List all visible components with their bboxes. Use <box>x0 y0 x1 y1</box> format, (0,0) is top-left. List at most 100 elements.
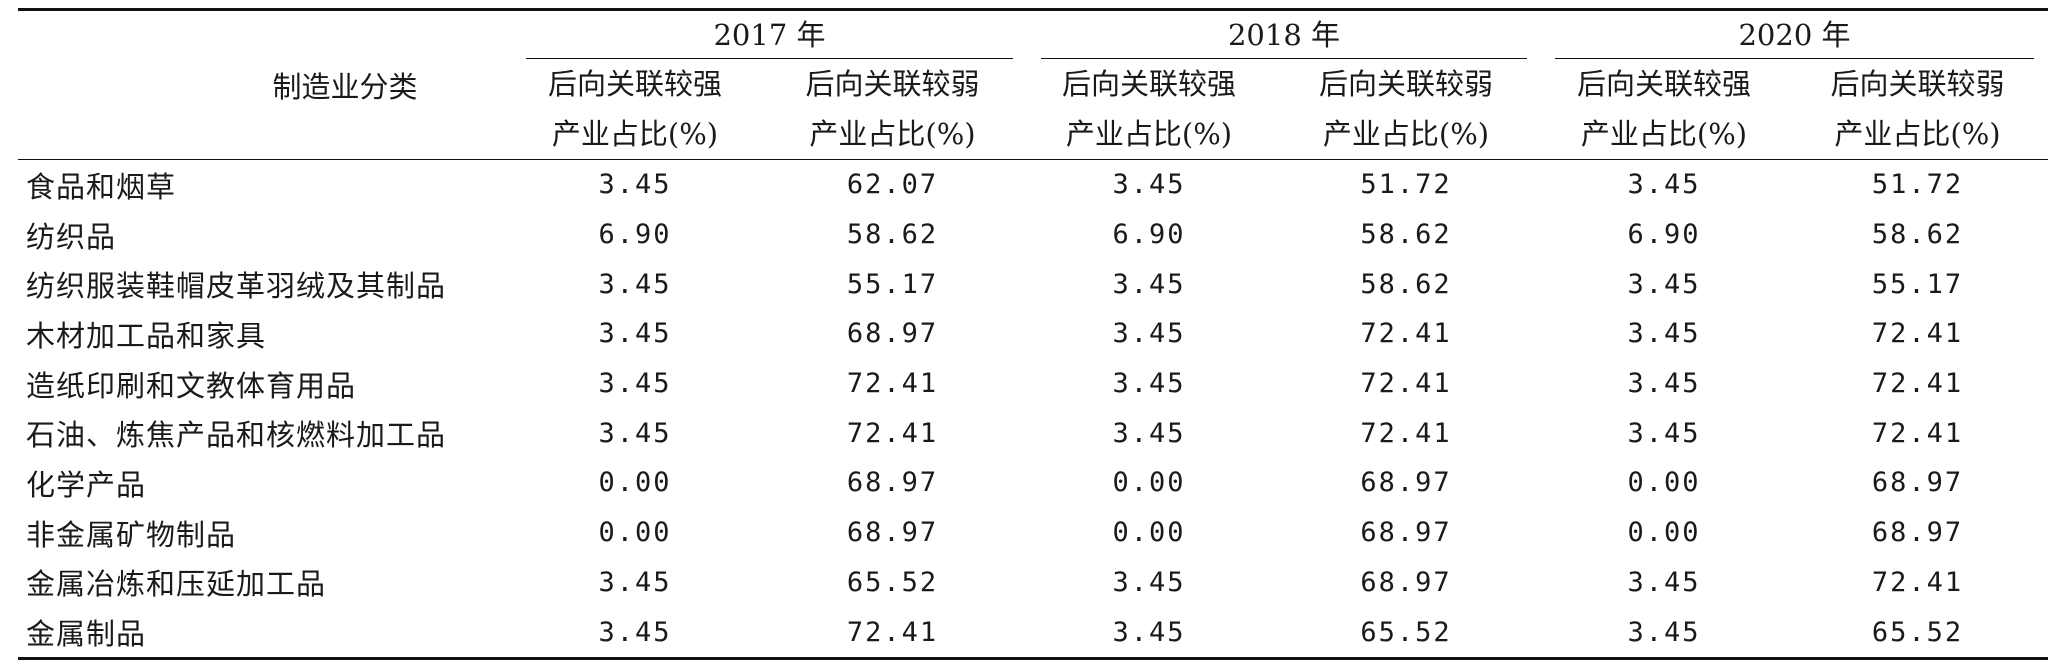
table-row: 非金属矿物制品 0.00 68.97 0.00 68.97 0.00 68.97 <box>18 508 2048 558</box>
value-cell: 0.00 <box>598 467 672 499</box>
value-cell: 3.45 <box>1112 268 1186 300</box>
value-cell: 6.90 <box>1112 219 1186 251</box>
value-cell: 3.45 <box>598 318 672 350</box>
value-cell: 3.45 <box>512 607 758 660</box>
value-cell: 0.00 <box>1627 467 1701 499</box>
value-cell: 72.41 <box>846 368 939 400</box>
value-cell: 3.45 <box>1112 368 1186 400</box>
value-cell: 72.41 <box>1360 318 1452 350</box>
value-cell: 6.90 <box>598 219 672 251</box>
sub-header-line1: 后向关联较弱 <box>805 67 980 101</box>
value-cell: 51.72 <box>1360 169 1452 201</box>
value-cell: 58.62 <box>1360 268 1452 300</box>
value-cell: 3.45 <box>1027 607 1271 660</box>
year-header-2017: 2017 年 <box>512 8 1027 59</box>
value-cell: 3.45 <box>1627 368 1701 400</box>
value-cell: 3.45 <box>598 268 672 300</box>
value-cell: 0.00 <box>1112 467 1186 499</box>
corner-header: 制造业分类 <box>18 8 512 160</box>
value-cell: 3.45 <box>1627 268 1701 300</box>
value-cell: 72.41 <box>758 607 1027 660</box>
value-cell: 72.41 <box>846 417 939 449</box>
value-cell: 68.97 <box>846 318 939 350</box>
value-cell: 3.45 <box>1112 566 1186 598</box>
sub-header-strong: 后向关联较强 产业占比(%) <box>1027 59 1271 160</box>
value-cell: 72.41 <box>1871 318 1964 350</box>
value-cell: 72.41 <box>1871 417 1964 449</box>
table-row: 化学产品 0.00 68.97 0.00 68.97 0.00 68.97 <box>18 458 2048 508</box>
sub-header-weak: 后向关联较弱 产业占比(%) <box>1271 59 1541 160</box>
value-cell: 0.00 <box>1112 517 1186 549</box>
year-label: 2018 年 <box>1041 12 1527 59</box>
value-cell: 3.45 <box>1112 318 1186 350</box>
value-cell: 72.41 <box>1871 566 1964 598</box>
table-row: 食品和烟草 3.45 62.07 3.45 51.72 3.45 51.72 <box>18 160 2048 210</box>
value-cell: 0.00 <box>598 517 672 549</box>
sub-header-line2: 产业占比(%) <box>1322 117 1490 151</box>
sub-header-line2: 产业占比(%) <box>1834 117 2001 151</box>
sub-header-row: 后向关联较强 产业占比(%) 后向关联较弱 产业占比(%) 后向关联较强 产业占比(%… <box>18 59 2048 160</box>
value-cell: 6.90 <box>1627 219 1701 251</box>
year-header-2020: 2020 年 <box>1541 8 2048 59</box>
value-cell: 68.97 <box>846 467 939 499</box>
sub-header-strong: 后向关联较强 产业占比(%) <box>1541 59 1787 160</box>
table-row: 纺织服装鞋帽皮革羽绒及其制品 3.45 55.17 3.45 58.62 3.45 55.1… <box>18 259 2048 309</box>
value-cell: 68.97 <box>1360 566 1452 598</box>
value-cell: 3.45 <box>1627 566 1701 598</box>
category-cell: 造纸印刷和文教体育用品 <box>26 368 357 403</box>
category-cell: 石油、炼焦产品和核燃料加工品 <box>26 418 447 453</box>
value-cell: 3.45 <box>1627 169 1701 201</box>
sub-header-line2: 产业占比(%) <box>1580 117 1748 151</box>
value-cell: 55.17 <box>1871 268 1964 300</box>
value-cell: 65.52 <box>1271 607 1541 660</box>
category-cell: 化学产品 <box>26 467 147 502</box>
value-cell: 68.97 <box>1360 517 1452 549</box>
table-row: 石油、炼焦产品和核燃料加工品 3.45 72.41 3.45 72.41 3.45 72.4… <box>18 408 2048 458</box>
value-cell: 72.41 <box>1360 368 1452 400</box>
table-row: 纺织品 6.90 58.62 6.90 58.62 6.90 58.62 <box>18 210 2048 260</box>
category-cell: 金属冶炼和压延加工品 <box>26 567 327 602</box>
value-cell: 0.00 <box>1627 517 1701 549</box>
value-cell: 51.72 <box>1871 169 1964 201</box>
value-cell: 3.45 <box>598 368 672 400</box>
table-row: 金属冶炼和压延加工品 3.45 65.52 3.45 68.97 3.45 72.41 <box>18 558 2048 608</box>
value-cell: 72.41 <box>1871 368 1964 400</box>
value-cell: 3.45 <box>1541 607 1787 660</box>
value-cell: 68.97 <box>1871 467 1964 499</box>
value-cell: 68.97 <box>1871 517 1964 549</box>
sub-header-line2: 产业占比(%) <box>1065 117 1233 151</box>
value-cell: 58.62 <box>846 219 939 251</box>
value-cell: 3.45 <box>1627 417 1701 449</box>
value-cell: 58.62 <box>1871 219 1964 251</box>
category-cell: 金属制品 <box>18 607 512 660</box>
sub-header-line2: 产业占比(%) <box>551 117 719 151</box>
value-cell: 65.52 <box>1787 607 2048 660</box>
sub-header-line1: 后向关联较弱 <box>1318 67 1493 101</box>
table-row: 金属制品 3.45 72.41 3.45 65.52 3.45 65.52 <box>18 607 2048 660</box>
sub-header-strong: 后向关联较强 产业占比(%) <box>512 59 758 160</box>
sub-header-line1: 后向关联较强 <box>547 67 722 101</box>
value-cell: 3.45 <box>1112 169 1186 201</box>
sub-header-line1: 后向关联较弱 <box>1830 67 2005 101</box>
table-body: 食品和烟草 3.45 62.07 3.45 51.72 3.45 51.72 纺织品 6.90 5… <box>18 160 2048 660</box>
sub-header-weak: 后向关联较弱 产业占比(%) <box>758 59 1027 160</box>
value-cell: 65.52 <box>846 566 939 598</box>
value-cell: 3.45 <box>598 566 672 598</box>
category-cell: 木材加工品和家具 <box>26 318 267 353</box>
category-cell: 纺织服装鞋帽皮革羽绒及其制品 <box>26 269 447 304</box>
value-cell: 62.07 <box>846 169 939 201</box>
category-cell: 食品和烟草 <box>26 169 177 204</box>
year-label: 2020 年 <box>1555 12 2034 59</box>
year-header-2018: 2018 年 <box>1027 8 1541 59</box>
value-cell: 68.97 <box>846 517 939 549</box>
value-cell: 55.17 <box>846 268 939 300</box>
table-row: 木材加工品和家具 3.45 68.97 3.45 72.41 3.45 72.41 <box>18 309 2048 359</box>
value-cell: 3.45 <box>1112 417 1186 449</box>
year-label: 2017 年 <box>526 12 1013 59</box>
value-cell: 3.45 <box>598 417 672 449</box>
sub-header-line1: 后向关联较强 <box>1576 67 1751 101</box>
manufacturing-linkage-table: 制造业分类 2017 年 2018 年 2020 年 后向关联较强 产业占比(%)… <box>18 8 2048 660</box>
data-table-container: 制造业分类 2017 年 2018 年 2020 年 后向关联较强 产业占比(%)… <box>18 8 2048 660</box>
category-cell: 纺织品 <box>26 219 117 254</box>
value-cell: 3.45 <box>1627 318 1701 350</box>
